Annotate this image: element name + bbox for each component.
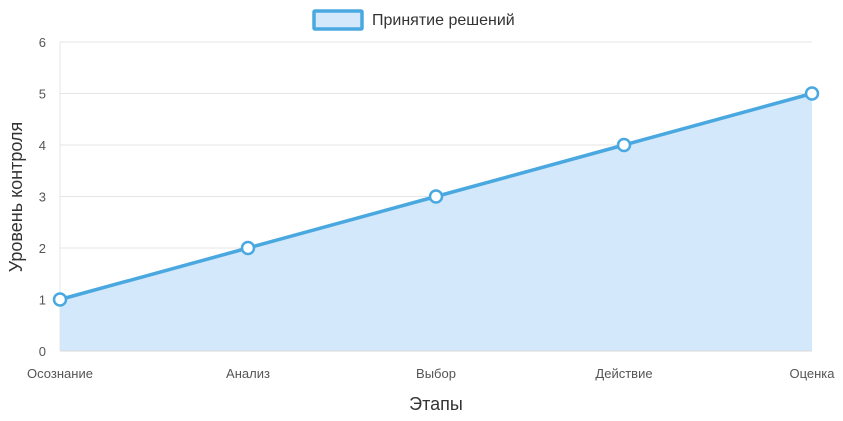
x-tick-label: Анализ <box>226 366 270 381</box>
y-tick-label: 1 <box>39 293 46 308</box>
legend-label[interactable]: Принятие решений <box>372 12 515 29</box>
y-axis-ticks: 0 1 2 3 4 5 6 <box>39 35 46 359</box>
x-tick-label: Оценка <box>789 366 835 381</box>
data-point[interactable] <box>616 137 632 153</box>
legend-swatch[interactable] <box>312 9 364 31</box>
data-point[interactable] <box>428 189 444 204</box>
x-axis-ticks: Осознание Анализ Выбор Действие Оценка <box>27 366 835 381</box>
plot-area <box>59 91 813 352</box>
data-point[interactable] <box>52 292 68 307</box>
y-tick-label: 5 <box>39 87 46 102</box>
x-axis-title: Этапы <box>409 394 463 414</box>
y-tick-label: 4 <box>39 138 46 153</box>
y-tick-label: 6 <box>39 35 46 50</box>
x-tick-label: Осознание <box>27 366 93 381</box>
y-tick-label: 0 <box>39 344 46 359</box>
legend[interactable]: Принятие решений <box>312 9 515 31</box>
data-points <box>52 86 820 307</box>
y-tick-label: 3 <box>39 190 46 205</box>
data-point[interactable] <box>240 240 256 256</box>
data-point[interactable] <box>804 86 820 101</box>
y-tick-label: 2 <box>39 241 46 256</box>
series-area-fill <box>60 93 812 351</box>
x-tick-label: Выбор <box>416 366 456 381</box>
x-tick-label: Действие <box>595 366 652 381</box>
y-axis-title: Уровень контроля <box>6 122 26 273</box>
